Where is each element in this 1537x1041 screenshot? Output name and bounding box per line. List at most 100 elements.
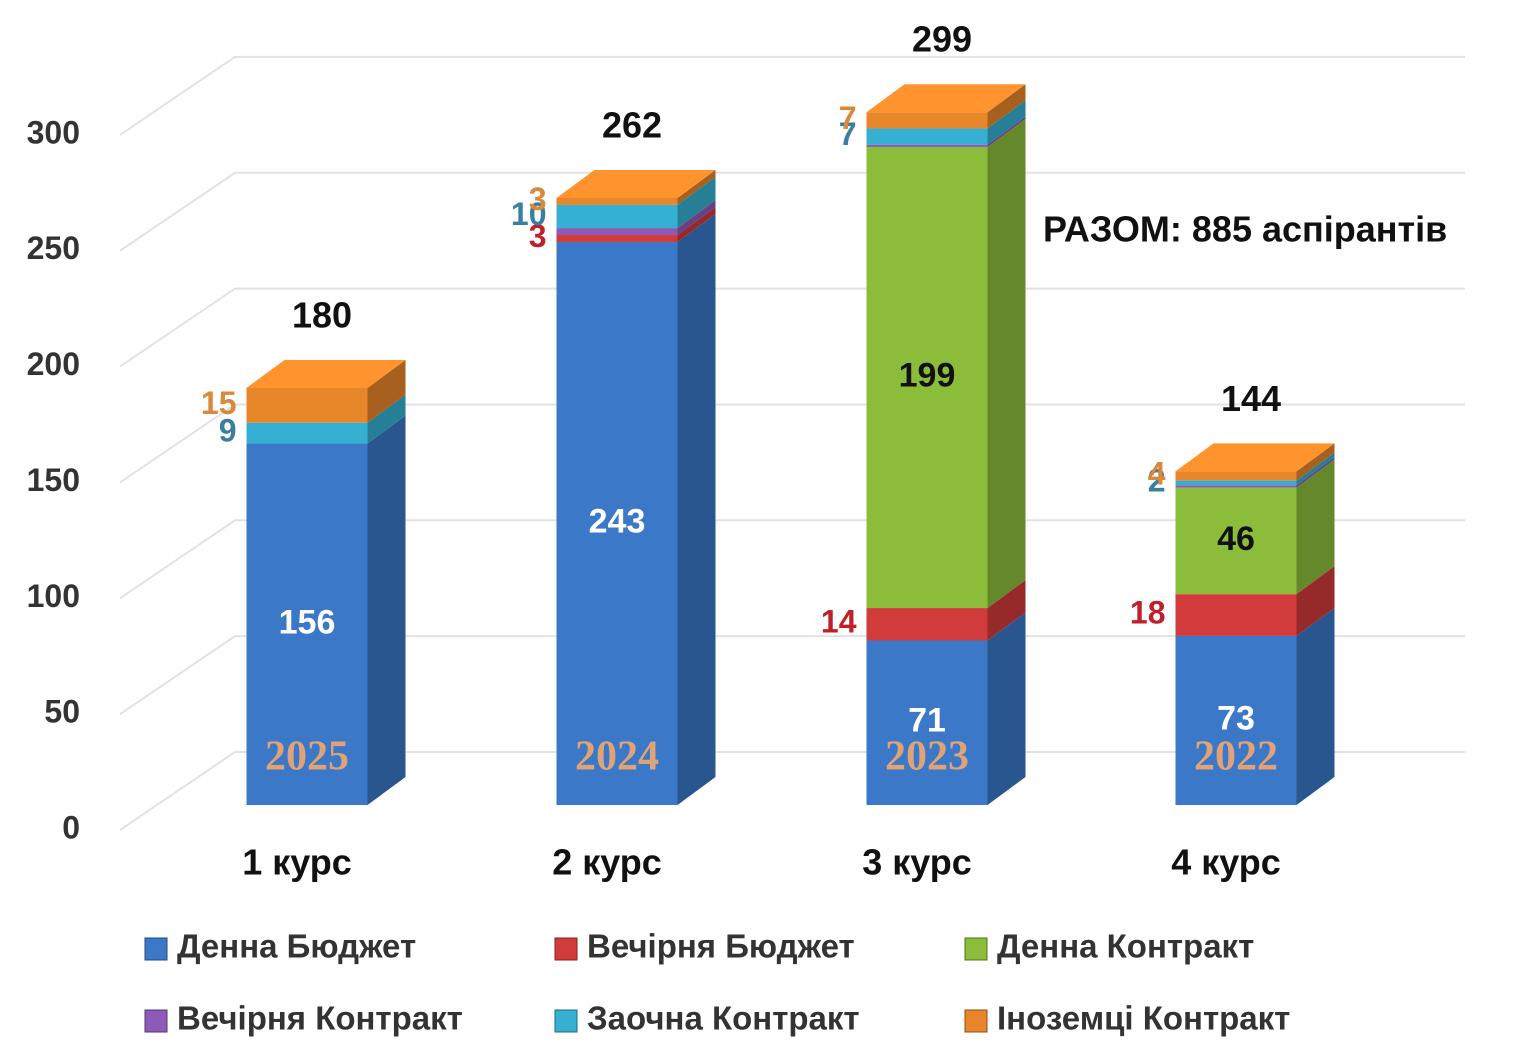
x-tick-label: 1 курс [242,842,352,883]
bar-top [866,84,1026,113]
legend-swatch [964,1009,988,1033]
bar-top [556,169,716,198]
y-tick-label: 50 [44,694,80,730]
x-tick-label: 3 курс [862,842,972,883]
data-label: 15 [201,385,237,421]
bar-segment [556,197,678,205]
y-tick-label: 100 [27,578,80,614]
total-label: 180 [292,294,352,335]
year-label: 2023 [885,734,969,780]
annotation: РАЗОМ: 885 аспірантів [1043,209,1447,250]
bar-segment [246,387,368,423]
bar-side [367,394,406,444]
year-label: 2025 [265,734,349,780]
bar-segment [1175,485,1297,488]
data-label: 73 [1217,699,1255,737]
bar-segment [1175,471,1297,481]
bar-segment [246,443,368,805]
total-label: 262 [602,104,662,145]
legend-swatch [144,1009,168,1033]
data-label: 14 [821,604,857,640]
bar-top [246,359,406,388]
legend-swatch [964,937,988,961]
bar-segment [866,144,988,147]
x-tick-label: 4 курс [1171,842,1281,883]
bar-segment [556,235,678,242]
legend-swatch [554,937,578,961]
bar-segment [556,204,678,229]
legend-label: Іноземці Контракт [997,1000,1290,1037]
total-label: 144 [1221,378,1281,419]
y-tick-label: 200 [27,346,80,382]
data-label: 71 [908,702,946,740]
bar-side [677,176,716,229]
grid-line [119,403,1465,484]
bar-segment [866,128,988,145]
bar-side [1296,607,1335,805]
total-label: 299 [912,19,972,60]
grid-line [119,171,1465,252]
bar-side [367,415,406,805]
data-label: 18 [1130,594,1166,630]
bar-side [677,200,716,236]
data-label: 9 [219,413,237,449]
bar-side [677,169,716,205]
y-tick-label: 250 [27,230,80,266]
bar-side [367,359,406,423]
legend-swatch [554,1009,578,1033]
bar-side [987,612,1026,805]
year-label: 2022 [1194,734,1278,780]
bar-side [1296,459,1335,595]
data-label: 3 [529,218,547,254]
x-tick-label: 2 курс [552,842,662,883]
grid-line [119,635,1465,715]
year-label: 2024 [575,734,659,780]
grid-line [119,55,1465,136]
data-label: 7 [839,100,857,136]
bar-segment [556,241,678,805]
bar-segment [1175,480,1297,486]
data-label: 243 [589,502,646,540]
bar-side [987,116,1026,147]
grid-line [119,287,1465,368]
grid-line [119,519,1465,600]
bar-side [987,580,1026,641]
bar-segment [866,112,988,129]
bar-segment [246,422,368,444]
data-label: 199 [899,356,956,394]
bar-side [987,84,1026,129]
legend-label: Вечірня Бюджет [587,928,855,965]
bar-segment [1175,594,1297,636]
bar-segment [1175,635,1297,805]
bar-side [1296,566,1335,636]
data-label: 4 [1148,455,1166,491]
data-label: 3 [529,181,547,217]
legend-label: Вечірня Контракт [177,1000,463,1037]
legend-swatch [144,937,168,961]
bar-segment [1175,487,1297,595]
bar-segment [866,146,988,609]
bar-side [677,207,716,242]
bar-side [1296,443,1335,481]
data-label: 46 [1217,520,1255,558]
data-label: 2 [1148,462,1166,498]
bar-side [1296,457,1335,488]
bar-segment [866,640,988,805]
data-label: 156 [279,603,336,641]
bar-top [1175,443,1335,472]
legend-label: Денна Бюджет [177,928,416,965]
data-label: 10 [511,196,547,232]
bar-segment [556,228,678,236]
data-label: 7 [839,116,857,152]
grid-line [119,751,1465,831]
legend-label: Заочна Контракт [587,1000,860,1037]
y-tick-label: 0 [62,809,80,845]
bar-side [1296,452,1335,486]
bar-side [987,118,1026,609]
legend-label: Денна Контракт [997,928,1254,965]
bar-side [987,100,1026,145]
y-tick-label: 150 [27,462,80,498]
bar-side [677,213,716,805]
bar-segment [866,608,988,641]
